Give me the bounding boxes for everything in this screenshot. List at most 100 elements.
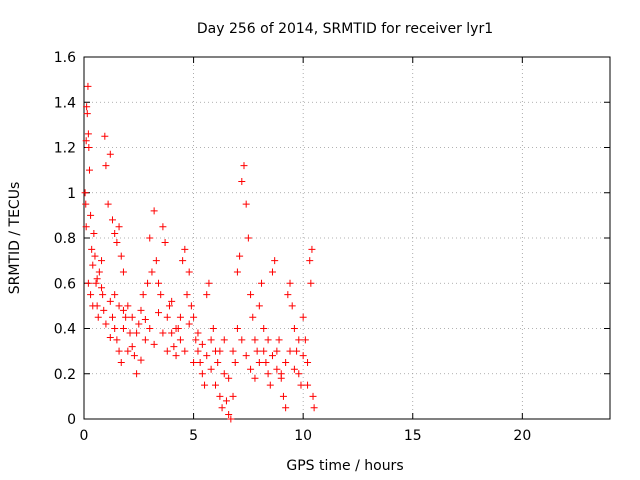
data-point xyxy=(268,268,276,276)
data-point xyxy=(262,358,270,366)
y-tick-label: 0.6 xyxy=(54,276,76,292)
data-point xyxy=(137,306,145,314)
data-point xyxy=(185,268,193,276)
data-point xyxy=(170,343,178,351)
data-points xyxy=(81,82,318,423)
data-point xyxy=(157,291,165,299)
data-point xyxy=(279,392,287,400)
data-point xyxy=(247,365,255,373)
data-point xyxy=(258,279,266,287)
x-tick-label: 10 xyxy=(294,428,312,444)
data-point xyxy=(148,268,156,276)
data-point xyxy=(133,329,141,337)
data-point xyxy=(207,365,215,373)
data-point xyxy=(115,347,123,355)
data-point xyxy=(225,374,233,382)
data-point xyxy=(207,336,215,344)
data-point xyxy=(119,268,127,276)
data-point xyxy=(159,223,167,231)
data-point xyxy=(222,397,230,405)
data-point xyxy=(301,336,309,344)
x-tick-label: 0 xyxy=(80,428,89,444)
data-point xyxy=(119,325,127,332)
data-point xyxy=(89,261,97,269)
ticks: 0 0.2 0.4 0.6 0.8 1 1.2 1.4 1.6 0 5 10 15 20 xyxy=(54,50,610,444)
data-point xyxy=(83,110,91,118)
data-point xyxy=(99,291,107,299)
data-point xyxy=(185,320,193,328)
data-point xyxy=(247,291,255,299)
data-point xyxy=(198,370,206,378)
data-point xyxy=(310,404,318,412)
data-point xyxy=(201,381,209,389)
data-point xyxy=(85,166,93,174)
data-point xyxy=(181,347,189,355)
data-point xyxy=(172,352,180,360)
data-point xyxy=(82,200,90,208)
data-point xyxy=(150,340,158,348)
data-point xyxy=(113,336,121,344)
data-point xyxy=(135,320,143,328)
data-point xyxy=(264,336,272,344)
y-tick-label: 1.6 xyxy=(54,50,76,66)
data-point xyxy=(242,352,250,360)
data-point xyxy=(168,297,176,305)
data-point xyxy=(304,381,312,389)
data-point xyxy=(82,223,90,231)
data-point xyxy=(260,347,268,355)
data-point xyxy=(84,130,92,138)
data-point xyxy=(155,309,163,317)
x-tick-label: 15 xyxy=(404,428,422,444)
data-point xyxy=(83,103,91,111)
data-point xyxy=(90,229,98,237)
data-point xyxy=(286,279,294,287)
y-tick-label: 1 xyxy=(67,186,76,202)
data-point xyxy=(89,302,97,310)
data-point xyxy=(233,268,241,276)
chart-title: Day 256 of 2014, SRMTID for receiver lyr… xyxy=(197,21,493,37)
data-point xyxy=(209,325,217,332)
data-point xyxy=(194,329,202,337)
data-point xyxy=(150,207,158,215)
data-point xyxy=(82,137,90,145)
data-point xyxy=(255,358,263,366)
plot-frame xyxy=(83,56,611,420)
data-point xyxy=(101,132,109,140)
data-point xyxy=(181,245,189,253)
data-point xyxy=(141,336,149,344)
y-axis-label: SRMTID / TECUs xyxy=(7,182,23,295)
data-point xyxy=(85,144,93,151)
data-point xyxy=(268,352,276,360)
grid xyxy=(84,57,610,419)
data-point xyxy=(108,216,116,224)
data-point xyxy=(183,291,191,299)
data-point xyxy=(229,347,237,355)
data-point xyxy=(95,268,103,276)
data-point xyxy=(106,150,114,158)
data-point xyxy=(212,381,219,389)
y-tick-label: 0.2 xyxy=(54,367,76,383)
data-point xyxy=(102,162,110,170)
x-tick-label: 5 xyxy=(189,428,198,444)
data-point xyxy=(122,313,130,321)
data-point xyxy=(117,252,125,260)
data-point xyxy=(308,245,316,253)
data-point xyxy=(231,358,239,366)
data-point xyxy=(220,336,228,344)
data-point xyxy=(309,392,317,400)
data-point xyxy=(146,325,154,332)
data-point xyxy=(238,336,246,344)
data-point xyxy=(264,370,272,378)
data-point xyxy=(124,347,132,355)
data-point xyxy=(233,325,241,332)
data-point xyxy=(115,223,123,231)
data-point xyxy=(139,291,147,299)
data-point xyxy=(155,279,163,287)
data-point xyxy=(98,257,106,265)
data-point xyxy=(152,257,160,265)
data-point xyxy=(111,325,119,332)
data-point xyxy=(100,306,108,314)
data-point xyxy=(282,404,290,412)
data-point xyxy=(290,325,298,332)
